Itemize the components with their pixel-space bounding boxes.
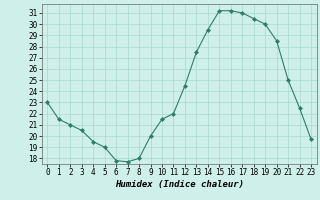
X-axis label: Humidex (Indice chaleur): Humidex (Indice chaleur) [115, 180, 244, 189]
